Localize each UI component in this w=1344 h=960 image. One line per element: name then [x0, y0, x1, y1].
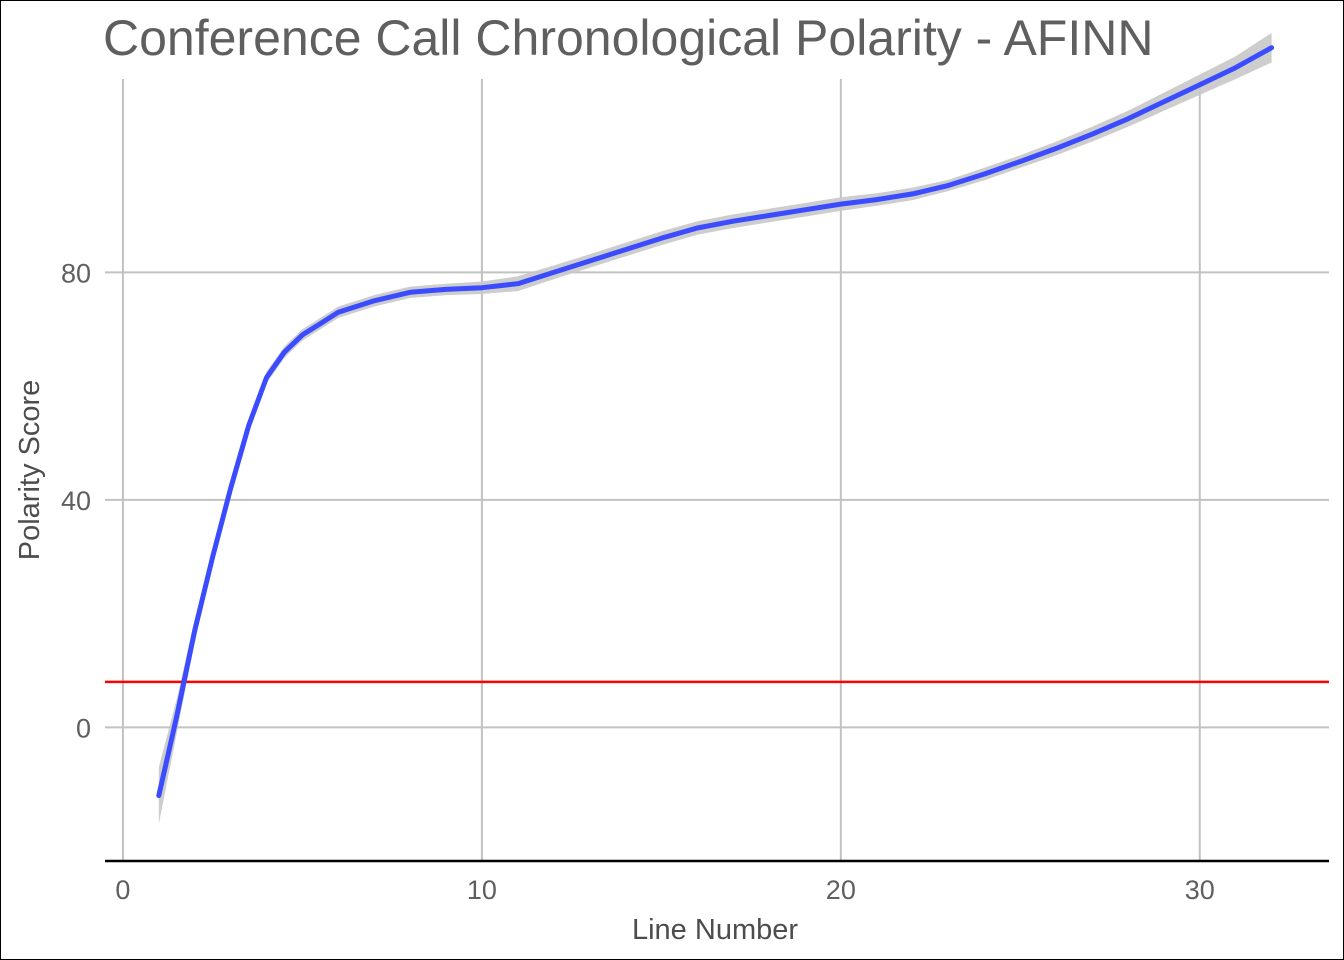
- y-axis-label: Polarity Score: [14, 380, 46, 561]
- y-tick-label: 80: [61, 258, 91, 288]
- grid-layer: [105, 79, 1329, 861]
- trend-line-layer: [105, 45, 1329, 799]
- y-tick-label: 0: [76, 713, 91, 743]
- confidence-band-layer: [158, 32, 1272, 824]
- x-tick-label: 0: [115, 875, 130, 905]
- chart-title: Conference Call Chronological Polarity -…: [103, 10, 1153, 66]
- confidence-band: [158, 32, 1272, 824]
- axis-layer: 0 10 20 30 0 40 80: [61, 258, 1329, 905]
- x-tick-label: 10: [467, 875, 497, 905]
- x-tick-label: 20: [826, 875, 856, 905]
- polarity-trend-line: [156, 45, 1275, 799]
- y-tick-label: 40: [61, 486, 91, 516]
- x-axis-label: Line Number: [632, 914, 798, 946]
- x-tick-label: 30: [1185, 875, 1215, 905]
